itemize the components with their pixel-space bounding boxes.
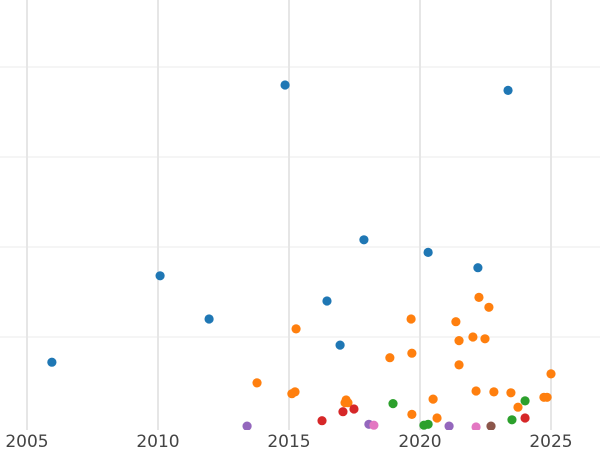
data-point-series-2	[506, 388, 516, 398]
data-point-series-4	[520, 413, 530, 423]
data-point-series-2	[513, 402, 523, 412]
data-point-series-2	[474, 292, 484, 302]
data-point-series-2	[468, 332, 478, 342]
data-point-series-2	[432, 413, 442, 423]
data-point-series-2	[252, 378, 262, 388]
data-point-series-3	[507, 415, 517, 425]
data-point-series-2	[454, 336, 464, 346]
data-point-series-2	[290, 387, 300, 397]
x-axis-ticks: 2005 2010 2015 2020 2025	[5, 432, 572, 450]
x-tick-label: 2010	[136, 432, 179, 450]
data-point-series-1	[423, 247, 433, 257]
data-point-series-2	[385, 353, 395, 363]
data-point-series-2	[454, 360, 464, 370]
data-point-series-4	[317, 416, 327, 426]
data-points	[47, 80, 556, 430]
data-point-series-6	[369, 420, 379, 430]
data-point-series-1	[155, 271, 165, 281]
data-point-series-4	[338, 407, 348, 417]
data-point-series-2	[542, 392, 552, 402]
data-point-series-2	[480, 334, 490, 344]
data-point-series-1	[47, 357, 57, 367]
data-point-series-1	[359, 235, 369, 245]
data-point-series-3	[520, 396, 530, 406]
data-point-series-4	[349, 404, 359, 414]
x-tick-label: 2005	[5, 432, 48, 450]
data-point-series-1	[280, 80, 290, 90]
gridlines	[0, 0, 600, 430]
data-point-series-2	[407, 348, 417, 358]
x-tick-label: 2015	[267, 432, 310, 450]
data-point-series-1	[503, 85, 513, 95]
data-point-series-2	[428, 394, 438, 404]
data-point-series-5	[444, 421, 454, 430]
data-point-series-7	[486, 421, 496, 430]
data-point-series-2	[546, 369, 556, 379]
data-point-series-1	[473, 263, 483, 273]
data-point-series-2	[484, 302, 494, 312]
data-point-series-1	[322, 296, 332, 306]
data-point-series-2	[291, 324, 301, 334]
x-tick-label: 2020	[398, 432, 441, 450]
data-point-series-2	[407, 409, 417, 419]
data-point-series-3	[388, 399, 398, 409]
data-point-series-2	[451, 317, 461, 327]
data-point-series-6	[471, 422, 481, 430]
data-point-series-5	[242, 421, 252, 430]
data-point-series-2	[406, 314, 416, 324]
data-point-series-3	[423, 419, 433, 429]
x-tick-label: 2025	[529, 432, 572, 450]
data-point-series-2	[489, 387, 499, 397]
data-point-series-2	[340, 398, 350, 408]
data-point-series-1	[204, 314, 214, 324]
data-point-series-1	[335, 340, 345, 350]
data-point-series-2	[471, 386, 481, 396]
